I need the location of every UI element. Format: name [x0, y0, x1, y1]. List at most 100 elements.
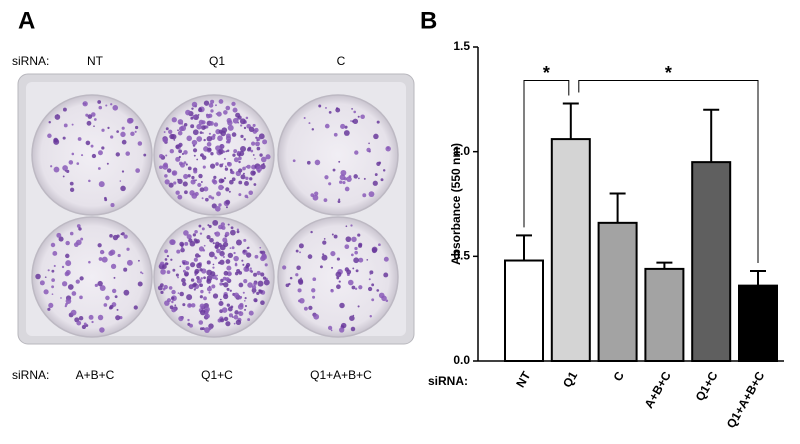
- colony: [252, 292, 255, 294]
- colony: [48, 120, 51, 124]
- colony: [186, 294, 193, 301]
- colony: [232, 117, 239, 124]
- colony: [324, 175, 329, 180]
- well-label: A+B+C: [76, 368, 115, 382]
- colony: [336, 257, 340, 261]
- colony: [78, 227, 82, 231]
- colony: [169, 305, 174, 310]
- bar: [738, 284, 778, 363]
- colony: [91, 153, 97, 159]
- colony: [71, 291, 77, 296]
- colony: [203, 276, 206, 280]
- colony: [353, 257, 360, 264]
- colony: [233, 255, 239, 262]
- colony: [109, 304, 114, 309]
- colony: [244, 297, 247, 300]
- colony: [120, 131, 126, 138]
- colony: [121, 139, 127, 145]
- colony: [126, 247, 130, 251]
- colony: [227, 124, 234, 131]
- colony: [194, 240, 199, 244]
- colony: [169, 148, 175, 154]
- colony: [90, 112, 96, 117]
- colony: [196, 136, 203, 142]
- colony: [354, 150, 359, 155]
- colony: [386, 146, 390, 150]
- colony: [199, 283, 203, 288]
- colony: [228, 313, 233, 318]
- colony: [181, 152, 185, 156]
- colony: [352, 314, 355, 317]
- colony: [244, 304, 248, 308]
- colony: [295, 249, 299, 253]
- colony: [69, 231, 74, 236]
- colony: [358, 177, 360, 180]
- colony: [193, 154, 196, 157]
- colony: [105, 295, 110, 301]
- colony: [60, 297, 62, 299]
- colony: [162, 137, 169, 143]
- colony: [173, 139, 176, 141]
- colony: [223, 282, 229, 288]
- colony: [368, 191, 375, 198]
- colony: [340, 322, 347, 329]
- colony: [47, 133, 52, 139]
- colony: [215, 163, 219, 166]
- colony: [191, 101, 198, 108]
- colony: [354, 246, 358, 251]
- colony: [177, 129, 179, 132]
- colony: [231, 177, 236, 182]
- colony: [224, 231, 230, 237]
- colony: [82, 101, 88, 107]
- colony: [108, 250, 114, 256]
- colony: [191, 107, 194, 110]
- row-label: siRNA:: [12, 368, 49, 382]
- well: [31, 216, 153, 338]
- colony: [97, 314, 104, 321]
- y-tick-label: 0.5: [453, 249, 470, 263]
- colony: [344, 244, 350, 250]
- y-tick-label: 0.0: [453, 353, 470, 367]
- colony: [219, 244, 226, 251]
- colony: [212, 179, 218, 185]
- colony: [81, 324, 87, 330]
- colony: [53, 264, 56, 268]
- colony: [204, 327, 210, 333]
- colony: [193, 282, 197, 287]
- colony: [351, 236, 357, 243]
- colony: [123, 289, 130, 296]
- colony: [47, 269, 50, 272]
- colony: [260, 156, 267, 163]
- colony: [176, 249, 181, 254]
- colony: [381, 295, 387, 302]
- colony: [123, 234, 128, 239]
- colony: [207, 147, 212, 152]
- colony: [221, 307, 228, 313]
- colony: [366, 258, 369, 261]
- colony: [178, 142, 183, 147]
- colony: [191, 175, 195, 180]
- colony: [83, 322, 87, 326]
- colony: [53, 166, 60, 173]
- colony: [62, 175, 65, 178]
- colony: [116, 130, 119, 133]
- colony: [112, 104, 119, 111]
- colony: [224, 167, 229, 171]
- colony: [177, 194, 183, 200]
- colony: [367, 286, 373, 292]
- colony: [303, 117, 306, 120]
- colony: [201, 120, 206, 125]
- colony: [222, 237, 228, 243]
- colony: [199, 268, 203, 272]
- colony: [183, 230, 189, 236]
- colony: [68, 160, 74, 165]
- colony: [253, 272, 258, 277]
- colony: [64, 305, 67, 308]
- colony: [357, 233, 361, 237]
- colony: [233, 157, 239, 163]
- colony: [110, 135, 114, 139]
- colony: [199, 187, 205, 193]
- row-label: siRNA:: [12, 54, 49, 68]
- colony: [73, 242, 79, 248]
- bar: [504, 259, 544, 362]
